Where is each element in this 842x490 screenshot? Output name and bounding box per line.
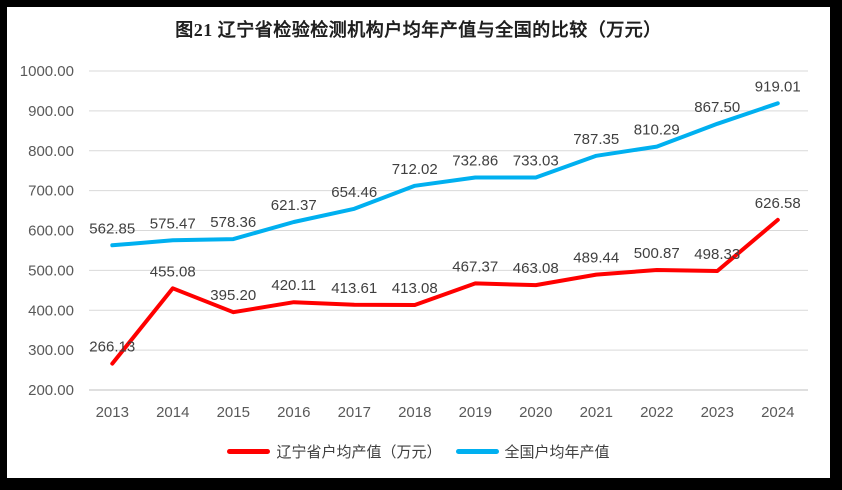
data-label: 455.08 bbox=[150, 263, 196, 280]
y-axis-tick-label: 1000.00 bbox=[20, 63, 74, 80]
data-label: 562.85 bbox=[89, 220, 135, 237]
line-chart-plot: 1000.00 900.00 800.00 700.00 600.00 500.00 400… bbox=[20, 63, 808, 421]
y-axis-tick-label: 500.00 bbox=[28, 262, 74, 279]
data-label: 867.50 bbox=[694, 99, 740, 116]
data-label: 810.29 bbox=[634, 122, 680, 139]
series-line bbox=[110, 217, 780, 366]
y-axis-tick-label: 300.00 bbox=[28, 342, 74, 359]
x-axis-tick-label: 2016 bbox=[277, 404, 310, 421]
legend-label-liaoning: 辽宁省户均产值（万元） bbox=[276, 444, 442, 461]
data-label: 712.02 bbox=[392, 161, 438, 178]
data-label: 621.37 bbox=[271, 197, 317, 214]
legend-item-national: 全国户均年产值 bbox=[455, 441, 610, 462]
data-label: 500.87 bbox=[634, 245, 680, 262]
y-axis-tick-label: 700.00 bbox=[28, 183, 74, 200]
series-line bbox=[110, 101, 780, 248]
y-axis-tick-label: 400.00 bbox=[28, 302, 74, 319]
red-line-swatch-icon bbox=[227, 449, 271, 454]
chart-figure: 图21 辽宁省检验检测机构户均年产值与全国的比较（万元） 1000.00 900.… bbox=[7, 7, 830, 478]
data-label: 919.01 bbox=[755, 78, 801, 95]
data-label: 467.37 bbox=[452, 258, 498, 275]
chart-legend: 辽宁省户均产值（万元） 全国户均年产值 bbox=[7, 441, 830, 462]
chart-title: 图21 辽宁省检验检测机构户均年产值与全国的比较（万元） bbox=[175, 20, 662, 40]
y-axis-tick-label: 900.00 bbox=[28, 103, 74, 120]
data-label: 489.44 bbox=[573, 250, 619, 267]
data-label: 395.20 bbox=[210, 287, 256, 304]
x-axis-tick-label: 2019 bbox=[459, 404, 492, 421]
x-axis-tick-label: 2022 bbox=[640, 404, 673, 421]
x-axis-tick-label: 2023 bbox=[701, 404, 734, 421]
data-label: 420.11 bbox=[271, 277, 316, 294]
data-label: 732.86 bbox=[452, 153, 498, 170]
data-label: 787.35 bbox=[573, 131, 619, 148]
legend-item-liaoning: 辽宁省户均产值（万元） bbox=[227, 441, 442, 462]
x-axis-tick-label: 2017 bbox=[338, 404, 371, 421]
x-axis-tick-label: 2021 bbox=[580, 404, 613, 421]
data-label: 626.58 bbox=[755, 195, 801, 212]
data-label: 498.33 bbox=[694, 246, 740, 263]
blue-line-swatch-icon bbox=[455, 449, 499, 454]
data-label: 413.61 bbox=[331, 280, 377, 297]
x-axis-tick-label: 2018 bbox=[398, 404, 431, 421]
data-label: 654.46 bbox=[331, 184, 377, 201]
x-axis-tick-label: 2015 bbox=[217, 404, 250, 421]
y-axis-tick-label: 200.00 bbox=[28, 382, 74, 399]
data-label: 733.03 bbox=[513, 152, 559, 169]
x-axis-tick-label: 2014 bbox=[156, 404, 189, 421]
y-axis-tick-label: 800.00 bbox=[28, 143, 74, 160]
legend-label-national: 全国户均年产值 bbox=[504, 444, 610, 461]
data-label: 413.08 bbox=[392, 280, 438, 297]
x-axis-tick-label: 2024 bbox=[761, 404, 794, 421]
data-label: 578.36 bbox=[210, 214, 256, 231]
x-axis-tick-label: 2020 bbox=[519, 404, 552, 421]
data-label: 575.47 bbox=[150, 215, 196, 232]
data-label: 266.13 bbox=[89, 339, 135, 356]
x-axis-tick-label: 2013 bbox=[96, 404, 129, 421]
y-axis-tick-label: 600.00 bbox=[28, 223, 74, 240]
data-label: 463.08 bbox=[513, 260, 559, 277]
